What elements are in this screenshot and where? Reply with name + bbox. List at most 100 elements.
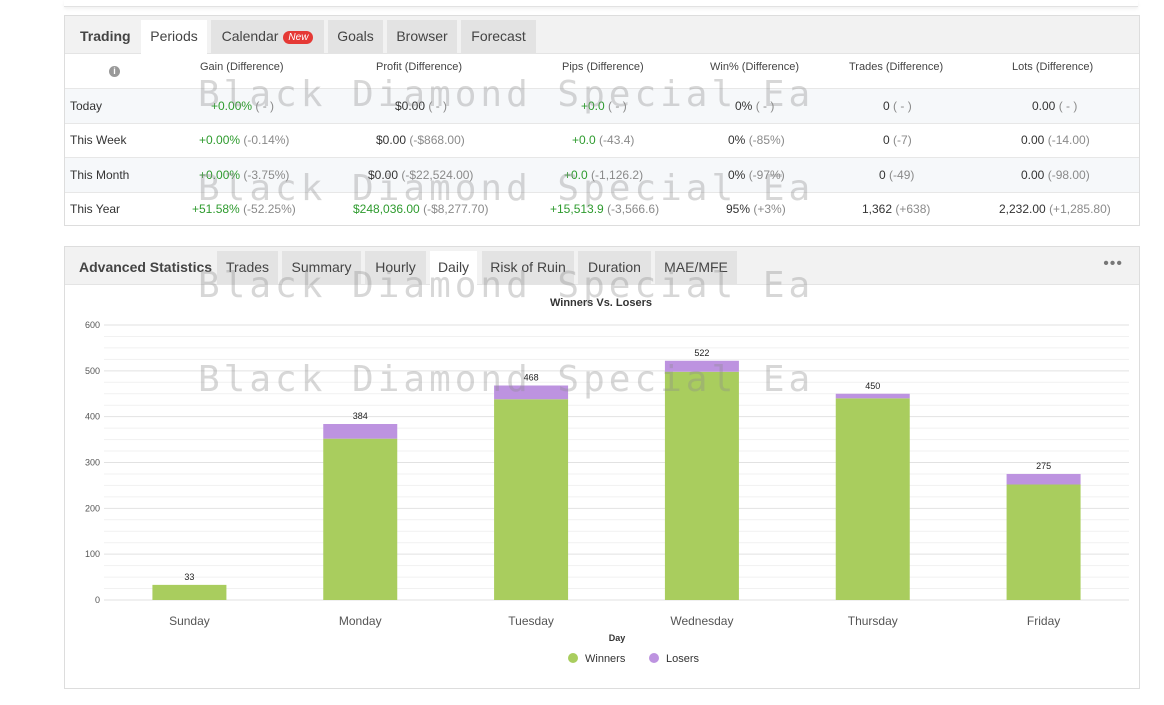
- profit-value: $248,036.00: [353, 202, 420, 216]
- trades-diff: ( - ): [893, 99, 912, 113]
- winners-losers-chart: Winners Vs. Losers 0 100 200 300 400 500 600 33 S…: [85, 297, 1129, 665]
- gain-value: +0.00%: [211, 99, 253, 113]
- tab-risk-of-ruin-label: Risk of Ruin: [490, 259, 566, 275]
- row-label: This Month: [70, 168, 130, 182]
- tab-hourly-label: Hourly: [375, 259, 416, 275]
- tab-risk-of-ruin[interactable]: Risk of Ruin: [482, 251, 574, 284]
- tab-duration[interactable]: Duration: [578, 251, 651, 284]
- header-gain: Gain (Difference): [200, 61, 284, 73]
- lots-value: 0.00: [1032, 99, 1056, 113]
- x-tick-label: Sunday: [169, 614, 210, 628]
- lots-diff: (-98.00): [1047, 168, 1090, 182]
- advanced-statistics-panel: Advanced Statistics Trades Summary Hourl…: [64, 246, 1140, 689]
- gain-diff: ( - ): [255, 99, 275, 113]
- trades-value: 0: [883, 133, 890, 147]
- more-dots-icon[interactable]: •••: [1103, 255, 1123, 272]
- periods-tabbar: Trading Periods Calendar New Goals Browse…: [65, 16, 1139, 54]
- bar-losers: [1006, 473, 1081, 485]
- gain-value: +0.00%: [199, 168, 241, 182]
- gain-diff: (-0.14%): [243, 133, 290, 147]
- tab-mae-mfe[interactable]: MAE/MFE: [655, 251, 737, 284]
- header-trades: Trades (Difference): [849, 61, 944, 73]
- tab-summary[interactable]: Summary: [282, 251, 361, 284]
- period-row-year: This Year +51.58% (-52.25%) $248,036.00 …: [65, 192, 1139, 226]
- bar-winners: [664, 371, 739, 600]
- period-row-month: This Month +0.00% (-3.75%) $0.00 (-$22,5…: [65, 158, 1139, 193]
- pips-diff: (-43.4): [599, 133, 635, 147]
- period-row-today: Today +0.00% ( - ) $0.00 ( - ) +0.0 ( - …: [65, 88, 1139, 124]
- profit-value: $0.00: [395, 99, 426, 113]
- tab-mae-mfe-label: MAE/MFE: [664, 259, 728, 275]
- y-tick-label: 400: [85, 412, 100, 422]
- win-diff: ( - ): [755, 99, 775, 113]
- total-label: 468: [524, 373, 539, 383]
- tab-calendar[interactable]: Calendar New: [211, 20, 324, 53]
- lots-value: 2,232.00: [999, 202, 1046, 216]
- period-row-week: This Week +0.00% (-0.14%) $0.00 (-$868.0…: [65, 123, 1139, 158]
- tab-daily-label: Daily: [437, 259, 470, 275]
- bar-losers: [323, 424, 398, 439]
- legend-label: Winners: [585, 653, 626, 665]
- header-win: Win% (Difference): [710, 61, 800, 73]
- tab-trading[interactable]: Trading: [80, 28, 131, 44]
- tab-goals[interactable]: Goals: [328, 20, 383, 53]
- header-pips: Pips (Difference): [562, 61, 644, 73]
- x-tick-label: Friday: [1027, 614, 1060, 628]
- trades-diff: (-49): [889, 168, 915, 182]
- pips-value: +15,513.9: [550, 202, 604, 216]
- pips-value: +0.0: [572, 133, 596, 147]
- tab-summary-label: Summary: [291, 259, 352, 275]
- tab-trades-label: Trades: [225, 259, 270, 275]
- x-tick-label: Thursday: [848, 614, 898, 628]
- pips-diff: (-1,126.2): [591, 168, 644, 182]
- profit-value: $0.00: [368, 168, 399, 182]
- profit-diff: (-$8,277.70): [423, 202, 489, 216]
- trades-value: 0: [883, 99, 890, 113]
- tab-goals-label: Goals: [337, 28, 374, 44]
- trades-value: 1,362: [862, 202, 893, 216]
- new-badge: New: [283, 31, 314, 44]
- win-value: 0%: [728, 168, 746, 182]
- tab-browser[interactable]: Browser: [387, 20, 457, 53]
- stats-tabbar: Advanced Statistics Trades Summary Hourl…: [65, 247, 1139, 285]
- row-label: This Year: [70, 202, 121, 216]
- chart-title: Winners Vs. Losers: [550, 297, 652, 309]
- periods-panel: Trading Periods Calendar New Goals Browse…: [64, 15, 1140, 226]
- trades-diff: (-7): [893, 133, 912, 147]
- tab-daily[interactable]: Daily: [430, 251, 477, 285]
- total-label: 522: [694, 348, 709, 358]
- x-tick-label: Wednesday: [670, 614, 733, 628]
- bar-losers: [835, 393, 910, 399]
- bar-winners: [494, 399, 569, 600]
- info-icon[interactable]: i: [109, 66, 120, 77]
- tab-forecast[interactable]: Forecast: [461, 20, 536, 53]
- lots-value: 0.00: [1021, 133, 1045, 147]
- gain-value: +0.00%: [199, 133, 241, 147]
- legend-marker: [568, 653, 578, 663]
- lots-diff: (-14.00): [1047, 133, 1090, 147]
- legend-marker: [649, 653, 659, 663]
- total-label: 450: [865, 381, 880, 391]
- profit-diff: ( - ): [428, 99, 448, 113]
- top-border: [64, 0, 1138, 7]
- y-tick-label: 100: [85, 549, 100, 559]
- x-tick-label: Tuesday: [508, 614, 554, 628]
- y-tick-label: 500: [85, 366, 100, 376]
- total-label: 33: [184, 572, 194, 582]
- tab-forecast-label: Forecast: [471, 28, 526, 44]
- pips-diff: (-3,566.6): [607, 202, 660, 216]
- bar-winners: [835, 398, 910, 600]
- legend-label: Losers: [666, 653, 700, 665]
- tab-trades[interactable]: Trades: [217, 251, 278, 284]
- gain-diff: (-52.25%): [243, 202, 296, 216]
- header-lots: Lots (Difference): [1012, 61, 1094, 73]
- tab-periods[interactable]: Periods: [141, 20, 207, 54]
- pips-value: +0.0: [581, 99, 605, 113]
- trades-value: 0: [879, 168, 886, 182]
- lots-diff: ( - ): [1058, 99, 1078, 113]
- tab-hourly[interactable]: Hourly: [365, 251, 426, 284]
- bar-losers: [664, 360, 739, 372]
- gain-diff: (-3.75%): [243, 168, 290, 182]
- win-diff: (+3%): [753, 202, 786, 216]
- lots-diff: (+1,285.80): [1049, 202, 1111, 216]
